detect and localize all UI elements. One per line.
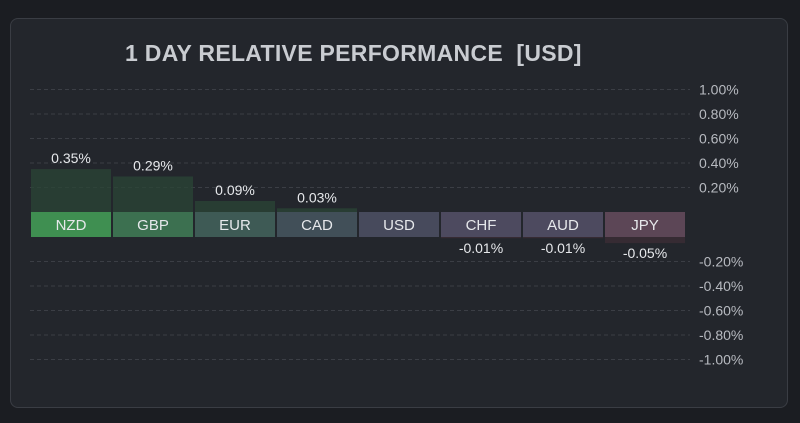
y-tick-label: 0.40% (699, 155, 739, 171)
category-pill (195, 212, 275, 237)
y-tick-label: 0.80% (699, 106, 739, 122)
chart-title: 1 DAY RELATIVE PERFORMANCE [USD] (125, 40, 582, 66)
bar (605, 237, 685, 244)
category-label: JPY (631, 217, 659, 234)
data-label: -0.01% (541, 240, 585, 256)
data-label: -0.05% (623, 245, 667, 261)
bar (441, 237, 521, 239)
data-label: -0.01% (459, 240, 503, 256)
category-pill (441, 212, 521, 237)
bar (31, 169, 111, 212)
bar (113, 176, 193, 212)
category-label: AUD (547, 217, 579, 234)
category-label: CHF (466, 217, 497, 234)
category-pill (523, 212, 603, 237)
y-tick-label: -1.00% (699, 352, 743, 368)
y-tick-label: -0.20% (699, 254, 743, 270)
bar (277, 208, 357, 212)
data-label: 0.29% (133, 157, 173, 173)
bar (523, 237, 603, 239)
category-label: NZD (56, 217, 87, 234)
category-label: CAD (301, 217, 333, 234)
y-tick-label: 1.00% (699, 82, 739, 98)
category-label: USD (383, 217, 415, 234)
data-label: 0.09% (215, 182, 255, 198)
category-label: EUR (219, 217, 251, 234)
category-pill (277, 212, 357, 237)
bar (195, 200, 275, 212)
y-tick-label: -0.60% (699, 303, 743, 319)
category-pill (113, 212, 193, 237)
category-pill (359, 212, 439, 237)
y-tick-label: -0.80% (699, 327, 743, 343)
category-pill (605, 212, 685, 237)
data-label: 0.35% (51, 150, 91, 166)
y-tick-label: 0.20% (699, 180, 739, 196)
category-label: GBP (137, 217, 169, 234)
category-pill (31, 212, 111, 237)
data-label: 0.03% (297, 189, 337, 205)
y-tick-label: 0.60% (699, 131, 739, 147)
y-tick-label: -0.40% (699, 278, 743, 294)
